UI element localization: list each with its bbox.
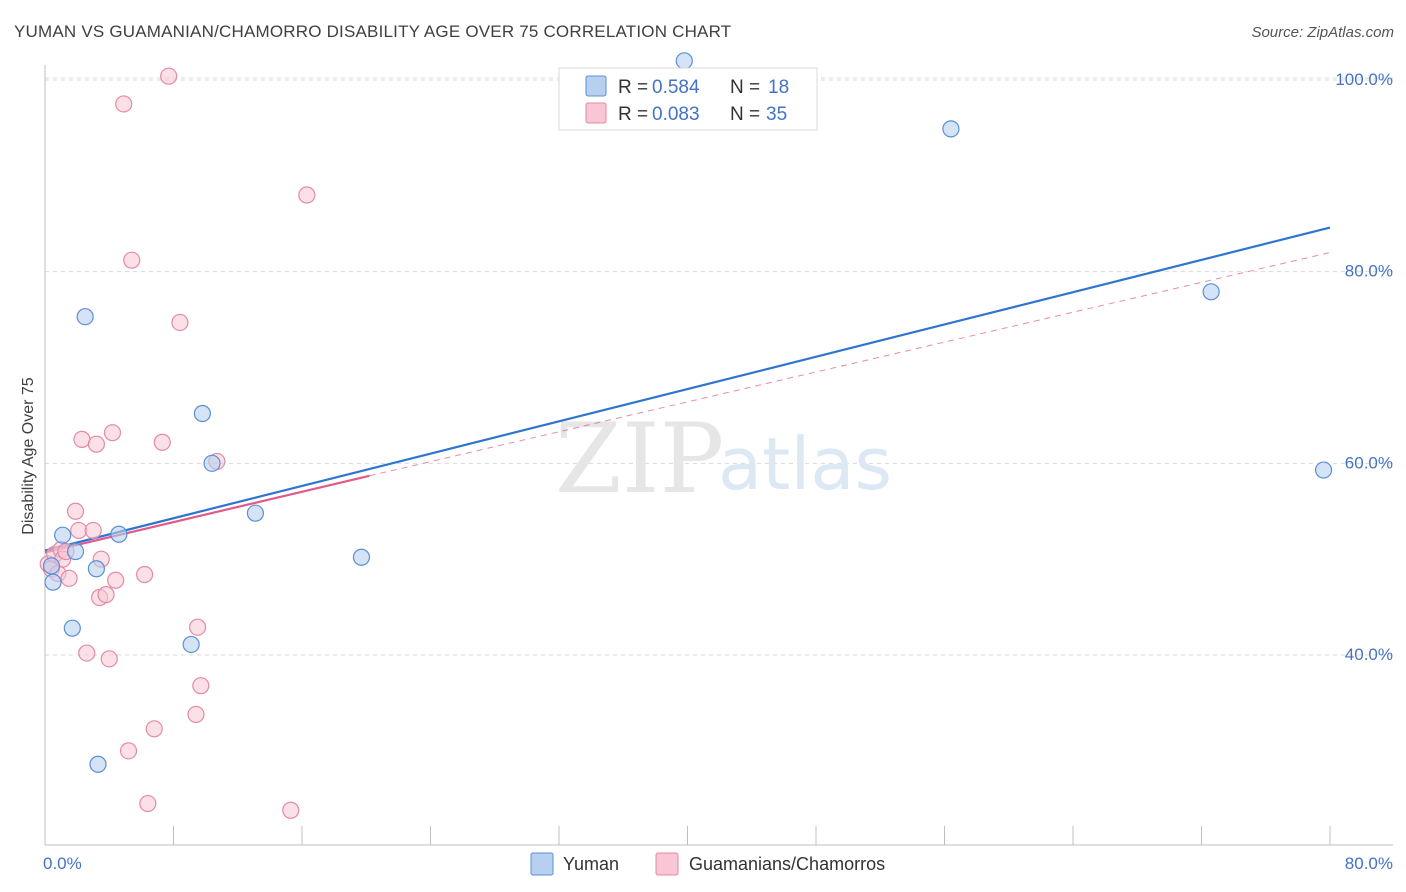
point-guamanian <box>188 618 207 636</box>
point-yuman <box>1314 461 1333 479</box>
point-yuman <box>42 557 61 575</box>
point-guamanian <box>78 644 96 662</box>
x-tick-label-min: 0.0% <box>43 854 82 873</box>
point-guamanian <box>97 586 115 604</box>
bottom-legend-guamanian: Guamanians/Chamorros <box>689 854 885 874</box>
point-guamanian <box>298 186 316 204</box>
point-yuman <box>66 542 85 561</box>
point-yuman <box>110 525 128 543</box>
point-yuman <box>63 619 81 637</box>
legend-row-yuman: R = 0.584 N = 18 <box>618 77 789 98</box>
point-guamanian <box>107 571 125 589</box>
point-yuman <box>54 526 72 544</box>
point-yuman <box>352 548 371 566</box>
point-guamanian <box>60 569 78 587</box>
chart-title: YUMAN VS GUAMANIAN/CHAMORRO DISABILITY A… <box>14 22 732 41</box>
point-yuman <box>675 52 693 70</box>
point-yuman <box>76 308 94 326</box>
point-guamanian <box>192 677 210 695</box>
y-tick-labels: 40.0% 60.0% 80.0% 100.0% <box>1335 70 1393 664</box>
point-yuman <box>942 120 960 138</box>
point-guamanian <box>70 521 88 540</box>
legend-swatch-yuman <box>585 75 607 97</box>
point-guamanian <box>187 705 205 724</box>
point-yuman <box>44 573 62 591</box>
point-yuman <box>89 755 107 773</box>
point-guamanian <box>66 502 85 520</box>
point-yuman <box>182 635 200 654</box>
point-guamanian <box>73 430 91 448</box>
y-tick-label: 40.0% <box>1345 645 1393 664</box>
axes <box>44 65 1393 846</box>
bottom-legend-yuman: Yuman <box>563 854 619 874</box>
legend-row-guamanian: R = 0.083 N = 35 <box>618 104 787 125</box>
legend-swatch-guamanian <box>585 102 607 124</box>
watermark: ZIP atlas <box>555 403 892 515</box>
x-tick-label-max: 80.0% <box>1345 854 1393 873</box>
point-guamanian <box>145 720 163 738</box>
watermark-atlas: atlas <box>718 422 892 506</box>
trend-line-guamanian <box>44 474 370 554</box>
bottom-legend-swatch-yuman <box>530 852 554 876</box>
bottom-legend-swatch-guamanian <box>655 852 679 876</box>
point-yuman <box>193 404 212 423</box>
bottom-legend: Yuman Guamanians/Chamorros <box>530 852 885 876</box>
y-tick-label: 100.0% <box>1335 70 1393 89</box>
point-guamanian <box>123 251 141 269</box>
point-yuman <box>1202 283 1220 301</box>
legend-box: R = 0.584 N = 18 R = 0.083 N = 35 <box>558 67 818 131</box>
point-guamanian <box>84 521 102 540</box>
y-tick-label: 80.0% <box>1345 262 1393 281</box>
point-guamanian <box>103 424 122 442</box>
point-yuman <box>246 504 265 522</box>
point-guamanian <box>115 95 133 113</box>
watermark-zip: ZIP <box>555 403 724 515</box>
data-points <box>39 52 1333 819</box>
point-guamanian <box>87 435 106 453</box>
y-axis-label: Disability Age Over 75 <box>20 377 37 535</box>
trend-line-yuman <box>44 226 1331 552</box>
point-guamanian <box>282 801 300 819</box>
point-guamanian <box>139 794 157 813</box>
grid-lines <box>45 77 1393 656</box>
point-guamanian <box>100 650 118 668</box>
y-tick-label: 60.0% <box>1345 453 1393 472</box>
source-label: Source: ZipAtlas.com <box>1251 24 1394 41</box>
point-guamanian <box>160 67 178 85</box>
point-guamanian <box>153 433 171 451</box>
point-yuman <box>203 454 221 472</box>
point-yuman <box>87 560 106 578</box>
point-guamanian <box>171 313 189 332</box>
trend-lines <box>44 226 1331 554</box>
point-guamanian <box>135 565 154 584</box>
point-guamanian <box>119 742 138 760</box>
